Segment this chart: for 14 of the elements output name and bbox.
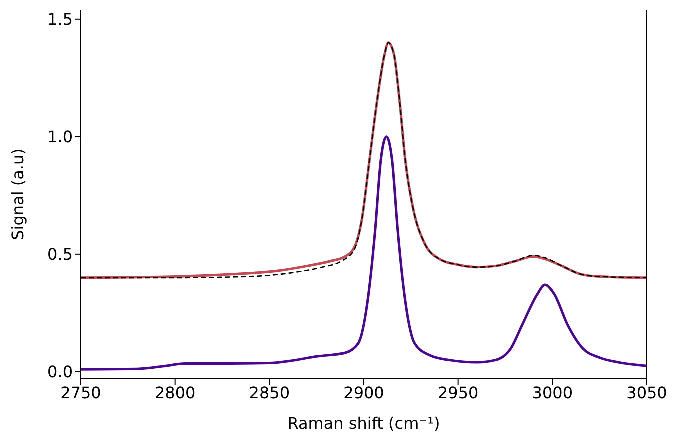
x-tick-label: 3000 — [532, 383, 574, 402]
x-axis-title: Raman shift (cm⁻¹) — [288, 414, 440, 433]
y-tick-label: 1.0 — [48, 128, 73, 147]
x-tick-label: 2950 — [438, 383, 479, 402]
y-tick-label: 1.5 — [48, 10, 73, 30]
x-tick-label: 2900 — [344, 383, 384, 402]
x-tick-label: 2800 — [154, 383, 196, 402]
y-tick-label: 0.0 — [48, 362, 73, 382]
x-tick-label: 3050 — [626, 383, 668, 402]
y-axis-title: Signal (a.u) — [8, 148, 28, 240]
y-tick-label: 0.5 — [48, 245, 73, 264]
line-series — [81, 136, 647, 371]
x-tick-label: 2850 — [249, 383, 290, 402]
x-tick-label: 2750 — [60, 383, 102, 402]
